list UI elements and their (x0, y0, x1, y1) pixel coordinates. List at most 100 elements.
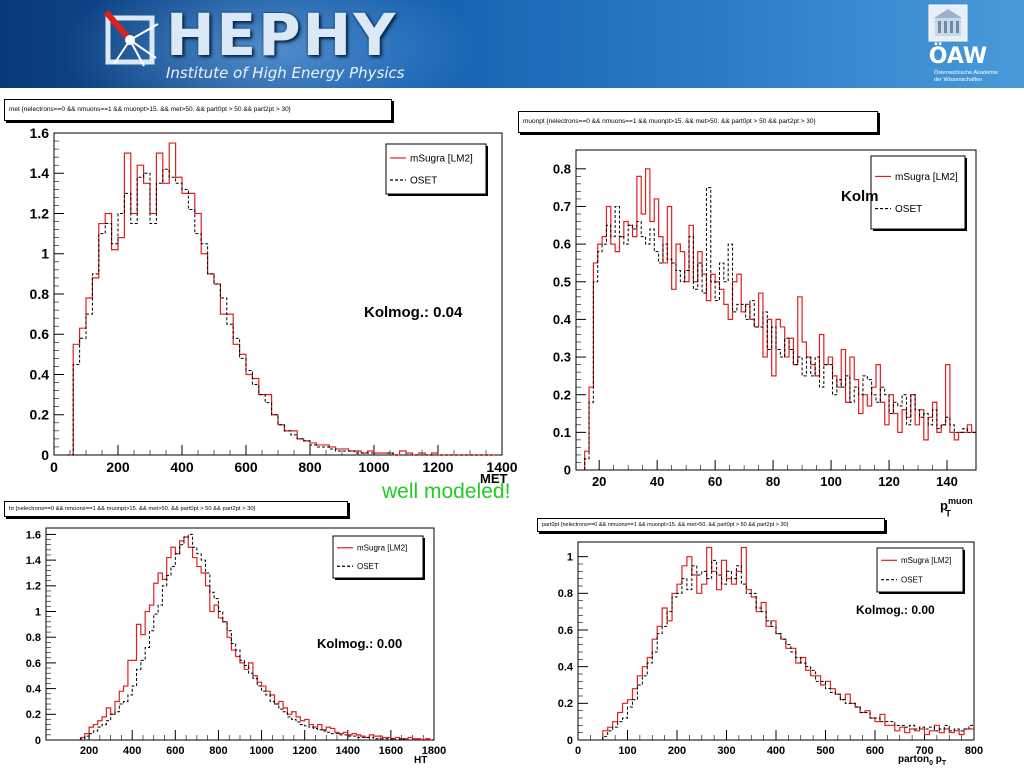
y-tick-label: 0.8 (553, 161, 571, 176)
x-tick-label: 500 (816, 745, 834, 757)
x-tick-label: 400 (767, 745, 785, 757)
x-tick-label: 1800 (422, 745, 446, 757)
y-tick-label: 1.2 (26, 581, 41, 593)
ht-histogram: 0 0.2 0.4 0.6 0.8 1 1.2 1.4 1.6 200 400 600 800 1000 1… (26, 527, 446, 766)
y-tick-label: 1.6 (30, 125, 50, 141)
x-tick-label: 600 (234, 459, 258, 475)
x-tick-label: 1600 (379, 745, 403, 757)
legend-oset-label: OSET (901, 575, 923, 584)
y-tick-label: 0.7 (553, 199, 571, 214)
y-tick-label: 0.2 (553, 387, 571, 402)
legend-box (876, 547, 964, 593)
met-histogram: 0 0.2 0.4 0.6 0.8 1 1.2 1.4 1.6 0 200 400 600 800 1000… (30, 125, 518, 486)
oset-series-line (66, 168, 496, 456)
y-tick-label: 0.2 (26, 709, 41, 721)
met-selection-title: met {nelectrons==0 && nmuons==1 && muonp… (4, 99, 392, 121)
y-tick-label: 0.2 (558, 698, 573, 710)
y-tick-label: 0.5 (553, 274, 571, 289)
y-tick-label: 0.8 (30, 286, 50, 302)
x-tick-label: 0 (575, 745, 581, 757)
ht-kolmog-label: Kolmog.: 0.00 (317, 636, 403, 651)
x-tick-label: 1200 (292, 745, 316, 757)
x-tick-label: 800 (965, 745, 983, 757)
oset-series-line (79, 533, 434, 741)
x-tick-label: 1200 (422, 459, 453, 475)
x-tick-label: 600 (866, 745, 884, 757)
y-tick-label: 0.6 (553, 237, 571, 252)
x-tick-label: 800 (209, 745, 227, 757)
y-tick-label: 0.6 (30, 326, 50, 342)
msugra-series-line (584, 168, 976, 471)
x-tick-label: 200 (80, 745, 98, 757)
legend-oset-label: OSET (357, 562, 379, 571)
x-tick-label: 80 (766, 474, 780, 489)
y-tick-label: 0 (567, 735, 573, 747)
legend-box (385, 143, 487, 195)
x-tick-label: 200 (106, 459, 130, 475)
legend-box (870, 155, 966, 230)
x-tick-label: 40 (650, 474, 664, 489)
oaw-subtitle: Österreichische Akademie der Wissenschaf… (934, 70, 1018, 84)
x-axis-label: MET (480, 471, 508, 486)
x-axis-label: HT (414, 755, 427, 766)
oaw-name: ÖAW (928, 44, 988, 69)
x-tick-label: 1000 (358, 459, 389, 475)
x-tick-label: 60 (708, 474, 722, 489)
academy-building-icon (928, 4, 968, 42)
y-tick-label: 0.4 (558, 662, 574, 674)
x-tick-label: 1400 (486, 459, 517, 475)
y-tick-label: 1.4 (26, 555, 42, 567)
y-tick-label: 0 (564, 463, 571, 478)
y-tick-label: 0.6 (558, 625, 573, 637)
x-tick-label: 800 (298, 459, 322, 475)
y-tick-label: 0.4 (26, 683, 42, 695)
x-axis-label: pmuon T (940, 496, 973, 518)
legend-oset-label: OSET (410, 176, 437, 187)
msugra-series-line (602, 546, 974, 740)
x-tick-label: 100 (618, 745, 636, 757)
legend-msugra-label: mSugra [LM2] (410, 154, 473, 165)
well-modeled-annotation: well modeled! (382, 480, 511, 503)
y-tick-label: 1 (41, 246, 49, 262)
y-tick-label: 0.4 (553, 312, 572, 327)
logo-text: HEPHY (166, 1, 398, 69)
y-tick-label: 1.2 (30, 205, 50, 221)
legend-oset-label: OSET (895, 204, 922, 215)
y-tick-label: 0.8 (26, 632, 41, 644)
x-tick-label: 120 (878, 474, 900, 489)
oset-series-line (584, 187, 976, 471)
legend-box (332, 535, 424, 579)
x-tick-label: 700 (915, 745, 933, 757)
x-tick-label: 1400 (336, 745, 360, 757)
y-tick-label: 0.2 (30, 407, 50, 423)
x-tick-label: 0 (50, 459, 58, 475)
x-tick-label: 100 (820, 474, 842, 489)
y-tick-label: 1 (567, 552, 573, 564)
oaw-subtitle-line-1: Österreichische Akademie (934, 70, 998, 76)
ht-selection-title: ht {nelectrons==0 && nmuons==1 && muonpt… (4, 501, 348, 517)
y-tick-label: 1.4 (30, 165, 50, 181)
hephy-logo-icon (104, 10, 159, 67)
muonpt-selection-title: muonpt {nelectrons==0 && nmuons==1 && mu… (518, 111, 878, 133)
logo-subtitle: Institute of High Energy Physics (166, 64, 405, 82)
y-tick-label: 0.1 (553, 425, 571, 440)
oset-series-line (602, 559, 974, 740)
legend-msugra-label: mSugra [LM2] (901, 556, 951, 565)
y-tick-label: 0 (35, 735, 41, 747)
x-tick-label: 600 (166, 745, 184, 757)
y-tick-label: 1.6 (26, 529, 41, 541)
legend-msugra-label: mSugra [LM2] (895, 172, 958, 183)
part0pt-selection-title: part0pt {nelectrons==0 && nmuons==1 && m… (537, 518, 885, 532)
legend-msugra-label: mSugra [LM2] (357, 544, 407, 553)
oaw-logo: ÖAW Österreichische Akademie der Wissens… (928, 4, 1018, 84)
x-axis-label: parton0 pT (898, 754, 947, 767)
x-tick-label: 400 (170, 459, 194, 475)
y-tick-label: 0.8 (558, 588, 573, 600)
y-tick-label: 0.6 (26, 658, 41, 670)
y-tick-label: 0.3 (553, 350, 571, 365)
y-tick-label: 1 (35, 606, 41, 618)
y-tick-label: 0 (41, 447, 49, 463)
x-tick-label: 20 (592, 474, 606, 489)
x-tick-label: 200 (668, 745, 686, 757)
x-tick-label: 1000 (249, 745, 273, 757)
